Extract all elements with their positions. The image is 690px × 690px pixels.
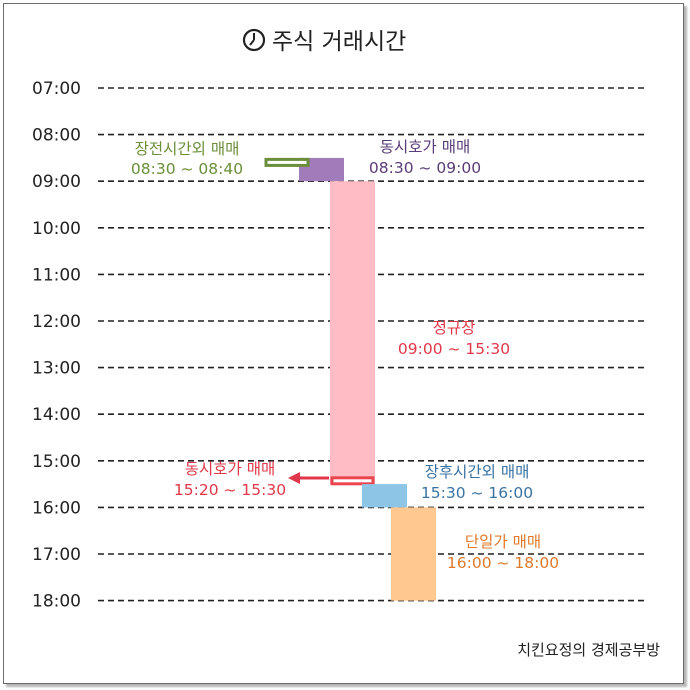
- session-name-label: 동시호가 매매: [380, 138, 471, 156]
- time-tick-label: 11:00: [32, 265, 81, 285]
- footer-credit: 치킨요정의 경제공부방: [517, 641, 660, 659]
- session-time-label: 15:30 ~ 16:00: [421, 484, 533, 502]
- regular-session-bar: [330, 181, 375, 485]
- time-tick-label: 07:00: [32, 79, 81, 99]
- session-name-label: 정규장: [433, 319, 476, 337]
- time-tick-label: 12:00: [32, 312, 81, 332]
- time-tick-label: 09:00: [32, 172, 81, 192]
- session-name-label: 동시호가 매매: [185, 460, 276, 478]
- session-bars: [264, 157, 436, 601]
- closing-auction-bar: [330, 476, 375, 486]
- diagram-title: 주식 거래시간: [272, 29, 406, 55]
- session-time-label: 15:20 ~ 15:30: [174, 481, 286, 499]
- single-price-session-bar: [391, 507, 436, 601]
- time-tick-label: 10:00: [32, 219, 81, 239]
- clock-icon: [242, 28, 266, 52]
- time-tick-label: 08:00: [32, 126, 81, 146]
- session-time-label: 08:30 ~ 08:40: [131, 160, 243, 178]
- time-tick-label: 16:00: [32, 498, 81, 518]
- opening-auction-bar: [299, 157, 344, 182]
- session-name-label: 장전시간외 매매: [135, 140, 240, 158]
- time-tick-label: 14:00: [32, 405, 81, 425]
- time-tick-label: 13:00: [32, 359, 81, 379]
- session-name-label: 단일가 매매: [465, 533, 541, 551]
- time-tick-label: 17:00: [32, 545, 81, 565]
- premarket-session-bar: [264, 157, 310, 167]
- session-labels: 장전시간외 매매 08:30 ~ 08:40 동시호가 매매 08:30 ~ 09:0…: [131, 138, 559, 572]
- arrow-left-icon: [288, 472, 329, 484]
- session-time-label: 09:00 ~ 15:30: [398, 340, 510, 358]
- afterhours-session-bar: [362, 484, 407, 508]
- time-tick-label: 18:00: [32, 592, 81, 612]
- time-axis-labels: 07:00 08:00 09:00 10:00 11:00 12:00 13:00 14:00…: [32, 79, 81, 612]
- session-time-label: 16:00 ~ 18:00: [447, 554, 559, 572]
- time-tick-label: 15:00: [32, 452, 81, 472]
- session-time-label: 08:30 ~ 09:00: [369, 159, 481, 177]
- session-name-label: 장후시간외 매매: [425, 463, 530, 481]
